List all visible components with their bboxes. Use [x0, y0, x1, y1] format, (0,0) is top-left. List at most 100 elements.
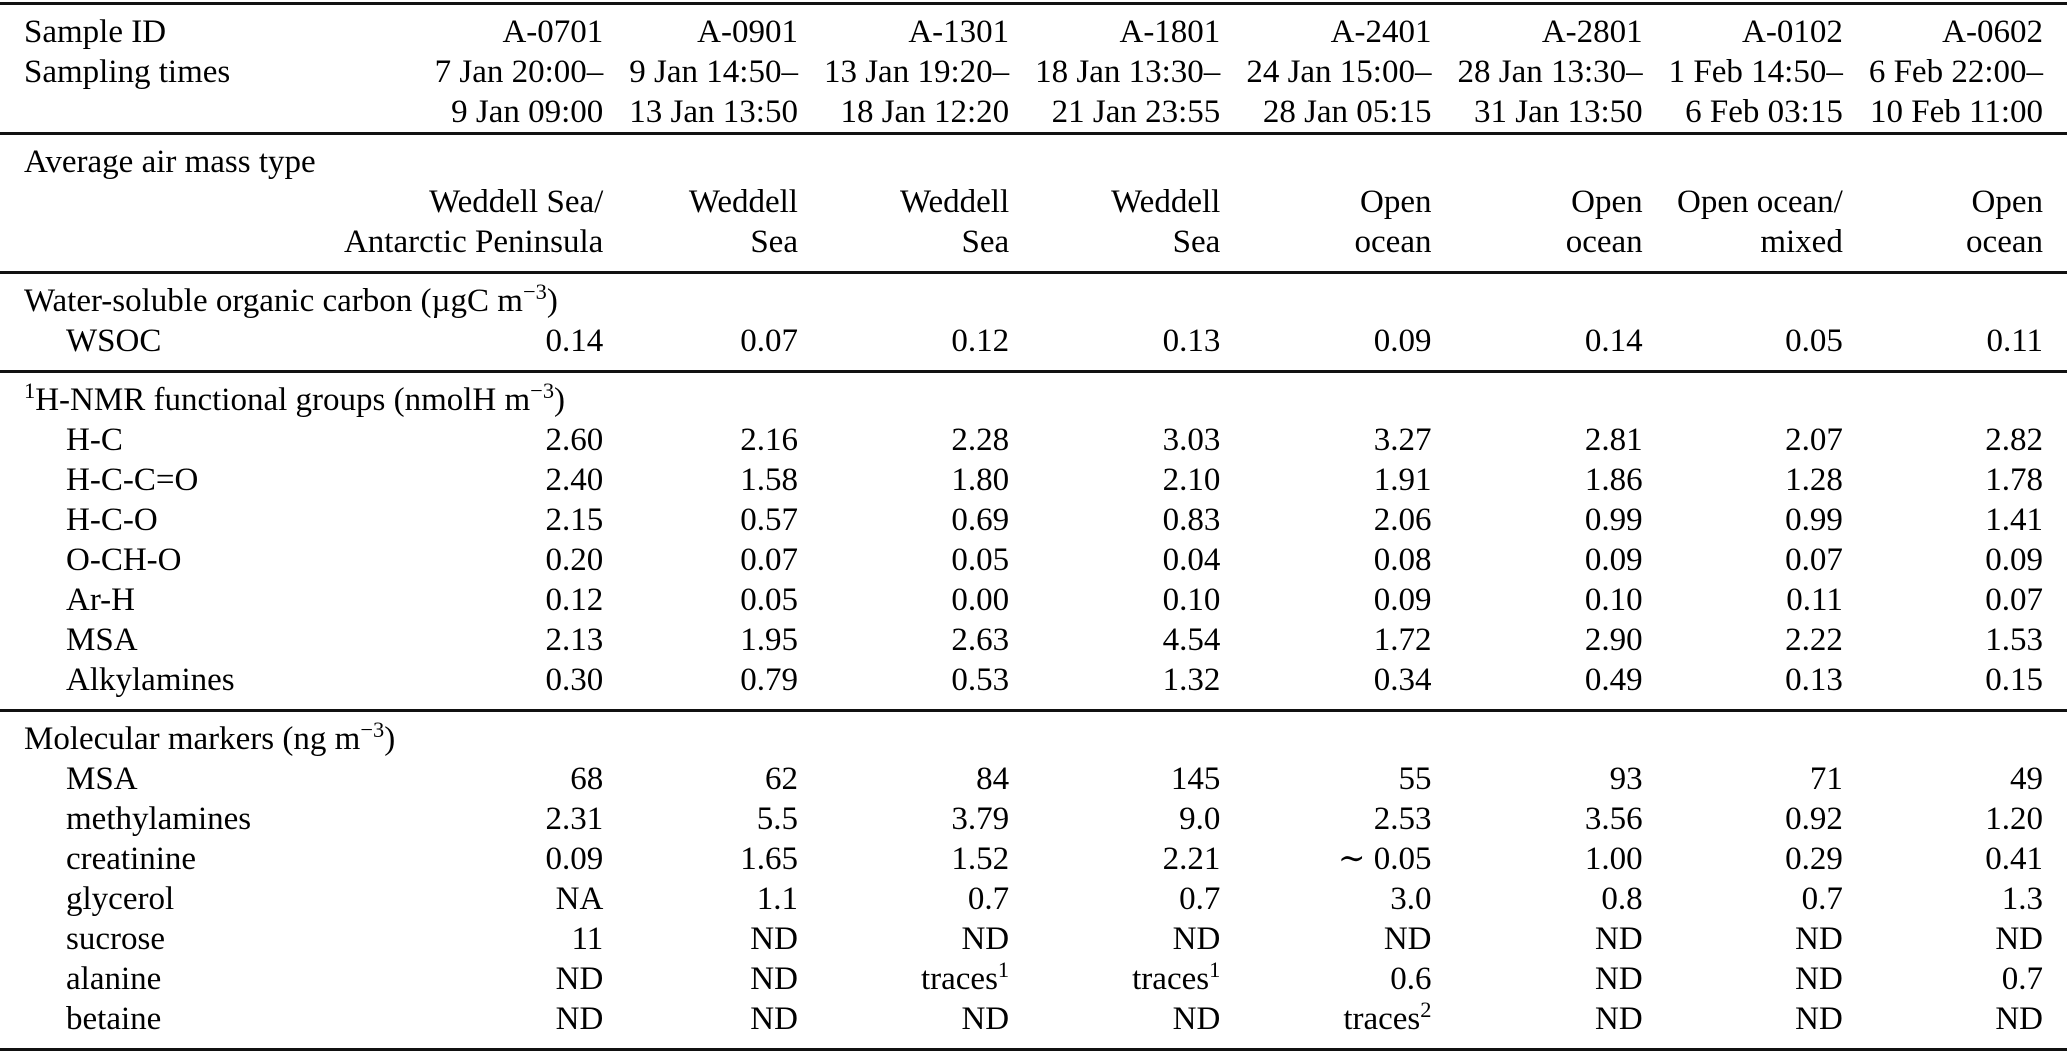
value-cell: 0.12: [545, 582, 604, 618]
value-cell: 1.95: [740, 622, 798, 658]
value-cell: 0.12: [951, 323, 1010, 359]
value-cell: 1.20: [1985, 801, 2043, 837]
sampling-times-label: Sampling times: [24, 54, 231, 90]
value-cell: 1.80: [951, 462, 1010, 498]
value-cell: 0.8: [1601, 881, 1643, 917]
value-cell: 0.07: [1985, 582, 2043, 618]
value-cell: 0.13: [1785, 662, 1843, 698]
row-label: methylamines: [66, 801, 252, 837]
value-cell: 0.07: [1785, 542, 1843, 578]
value-cell: 2.40: [545, 462, 604, 498]
airmass-cell: Open ocean/ mixed: [1643, 182, 1843, 273]
sample-id: A-0102: [1742, 14, 1843, 50]
row-label: creatinine: [66, 841, 197, 877]
value-cell: 11: [571, 921, 604, 957]
value-cell: 145: [1170, 761, 1221, 797]
value-cell: traces2: [1343, 996, 1432, 1037]
data-row: WSOC 0.14 0.07 0.12 0.13 0.09 0.14 0.05 0.11: [0, 321, 2067, 372]
airmass-line: Weddell Sea/: [429, 184, 604, 220]
data-row: betaine ND ND ND ND traces2 ND ND ND: [0, 996, 2067, 1050]
value-cell: 0.09: [1373, 323, 1432, 359]
value-cell: 1.52: [951, 841, 1010, 877]
section-title-text: H-NMR functional groups (nmolH m: [35, 382, 531, 418]
value-cell: 0.29: [1785, 841, 1843, 877]
table-header-row: Sample ID Sampling times A-0701 7 Jan 20…: [0, 4, 2067, 134]
section-title-text: Water-soluble organic carbon (µgC m: [24, 283, 523, 319]
sample-id: A-0701: [502, 14, 604, 50]
value-cell: ND: [1795, 1001, 1843, 1037]
col-header: A-0102 1 Feb 14:50– 6 Feb 03:15: [1643, 4, 1843, 134]
value-cell: 1.91: [1373, 462, 1432, 498]
value-cell: 0.41: [1985, 841, 2043, 877]
value-cell: 3.56: [1584, 801, 1643, 837]
airmass-line: Weddell: [688, 184, 798, 220]
footnote-marker: 1: [1209, 956, 1221, 982]
row-label: Alkylamines: [66, 662, 235, 698]
data-row: methylamines 2.31 5.5 3.79 9.0 2.53 3.56 0.92 1.…: [0, 799, 2067, 839]
value-cell: 0.49: [1584, 662, 1643, 698]
value-cell: ND: [750, 961, 798, 997]
value-cell: 2.31: [545, 801, 604, 837]
value-cell: ND: [1594, 961, 1643, 997]
data-row: Alkylamines 0.30 0.79 0.53 1.32 0.34 0.49 0.13 0…: [0, 660, 2067, 711]
data-row: MSA 2.13 1.95 2.63 4.54 1.72 2.90 2.22 1.53: [0, 620, 2067, 660]
value-cell: ND: [1383, 921, 1432, 957]
value-cell: 0.69: [951, 502, 1010, 538]
airmass-section-title: Average air mass type: [24, 144, 316, 180]
col-header: A-2401 24 Jan 15:00– 28 Jan 05:15: [1220, 4, 1431, 134]
markers-section: Molecular markers (ng m−3) MSA 68 62 84 145 5…: [0, 710, 2067, 1050]
section-title-exponent: −3: [360, 716, 385, 742]
value-cell: ND: [1594, 921, 1643, 957]
airmass-line: Sea: [1172, 224, 1221, 260]
value-cell: 2.22: [1785, 622, 1843, 658]
value-cell: 0.6: [1390, 961, 1432, 997]
airmass-cell: Open ocean: [1220, 182, 1432, 273]
section-title-exponent: −3: [530, 377, 555, 403]
value-cell: 1.65: [740, 841, 798, 877]
airmass-line: Sea: [750, 224, 798, 260]
row-label: O-CH-O: [66, 542, 182, 578]
value-cell: 2.81: [1584, 422, 1643, 458]
value-cell: 0.13: [1162, 323, 1221, 359]
value-cell: ND: [555, 961, 604, 997]
col-header: A-0701 7 Jan 20:00– 9 Jan 09:00: [318, 4, 604, 134]
nmr-section-title: 1H-NMR functional groups (nmolH m−3): [0, 372, 2067, 421]
row-label: H-C-O: [66, 502, 158, 538]
value-cell: 0.14: [545, 323, 604, 359]
value-cell: 0.09: [1584, 542, 1643, 578]
value-cell: 1.78: [1985, 462, 2043, 498]
value-cell: ∼ 0.05: [1337, 841, 1432, 877]
airmass-cell: Weddell Sea: [1009, 182, 1220, 273]
airmass-line: Weddell: [1111, 184, 1221, 220]
value-cell: 9.0: [1179, 801, 1221, 837]
sampling-time-end: 13 Jan 13:50: [629, 94, 798, 130]
value-cell: 0.10: [1584, 582, 1643, 618]
col-header: A-2801 28 Jan 13:30– 31 Jan 13:50: [1431, 4, 1642, 134]
value-cell: ND: [1995, 921, 2043, 957]
sample-id: A-1301: [908, 14, 1010, 50]
header-section: Sample ID Sampling times A-0701 7 Jan 20…: [0, 4, 2067, 134]
section-title-prefix-sup: 1: [24, 377, 36, 403]
value-cell: 2.16: [740, 422, 798, 458]
airmass-cell: Weddell Sea: [603, 182, 798, 273]
value-cell: 93: [1609, 761, 1643, 797]
value-cell: ND: [1995, 1001, 2043, 1037]
sampling-time-start: 9 Jan 14:50–: [629, 54, 798, 90]
value-cell: 0.07: [740, 323, 798, 359]
value-cell: NA: [555, 881, 604, 917]
value-cell: 1.1: [756, 881, 798, 917]
airmass-line: Antarctic Peninsula: [343, 224, 604, 260]
sample-id: A-0901: [697, 14, 798, 50]
section-title-row: Average air mass type: [0, 134, 2067, 183]
value-cell: 2.06: [1373, 502, 1432, 538]
value-cell: 2.07: [1785, 422, 1843, 458]
value-cell: 0.04: [1162, 542, 1221, 578]
airmass-section: Average air mass type Weddell Sea/ Antar…: [0, 133, 2067, 273]
sampling-time-start: 6 Feb 22:00–: [1868, 54, 2043, 90]
row-label: H-C: [66, 422, 123, 458]
value-cell: 2.13: [545, 622, 604, 658]
sampling-time-end: 10 Feb 11:00: [1870, 94, 2043, 130]
value-cell: 3.0: [1390, 881, 1432, 917]
value-cell: 84: [976, 761, 1010, 797]
markers-section-title: Molecular markers (ng m−3): [0, 711, 2067, 760]
